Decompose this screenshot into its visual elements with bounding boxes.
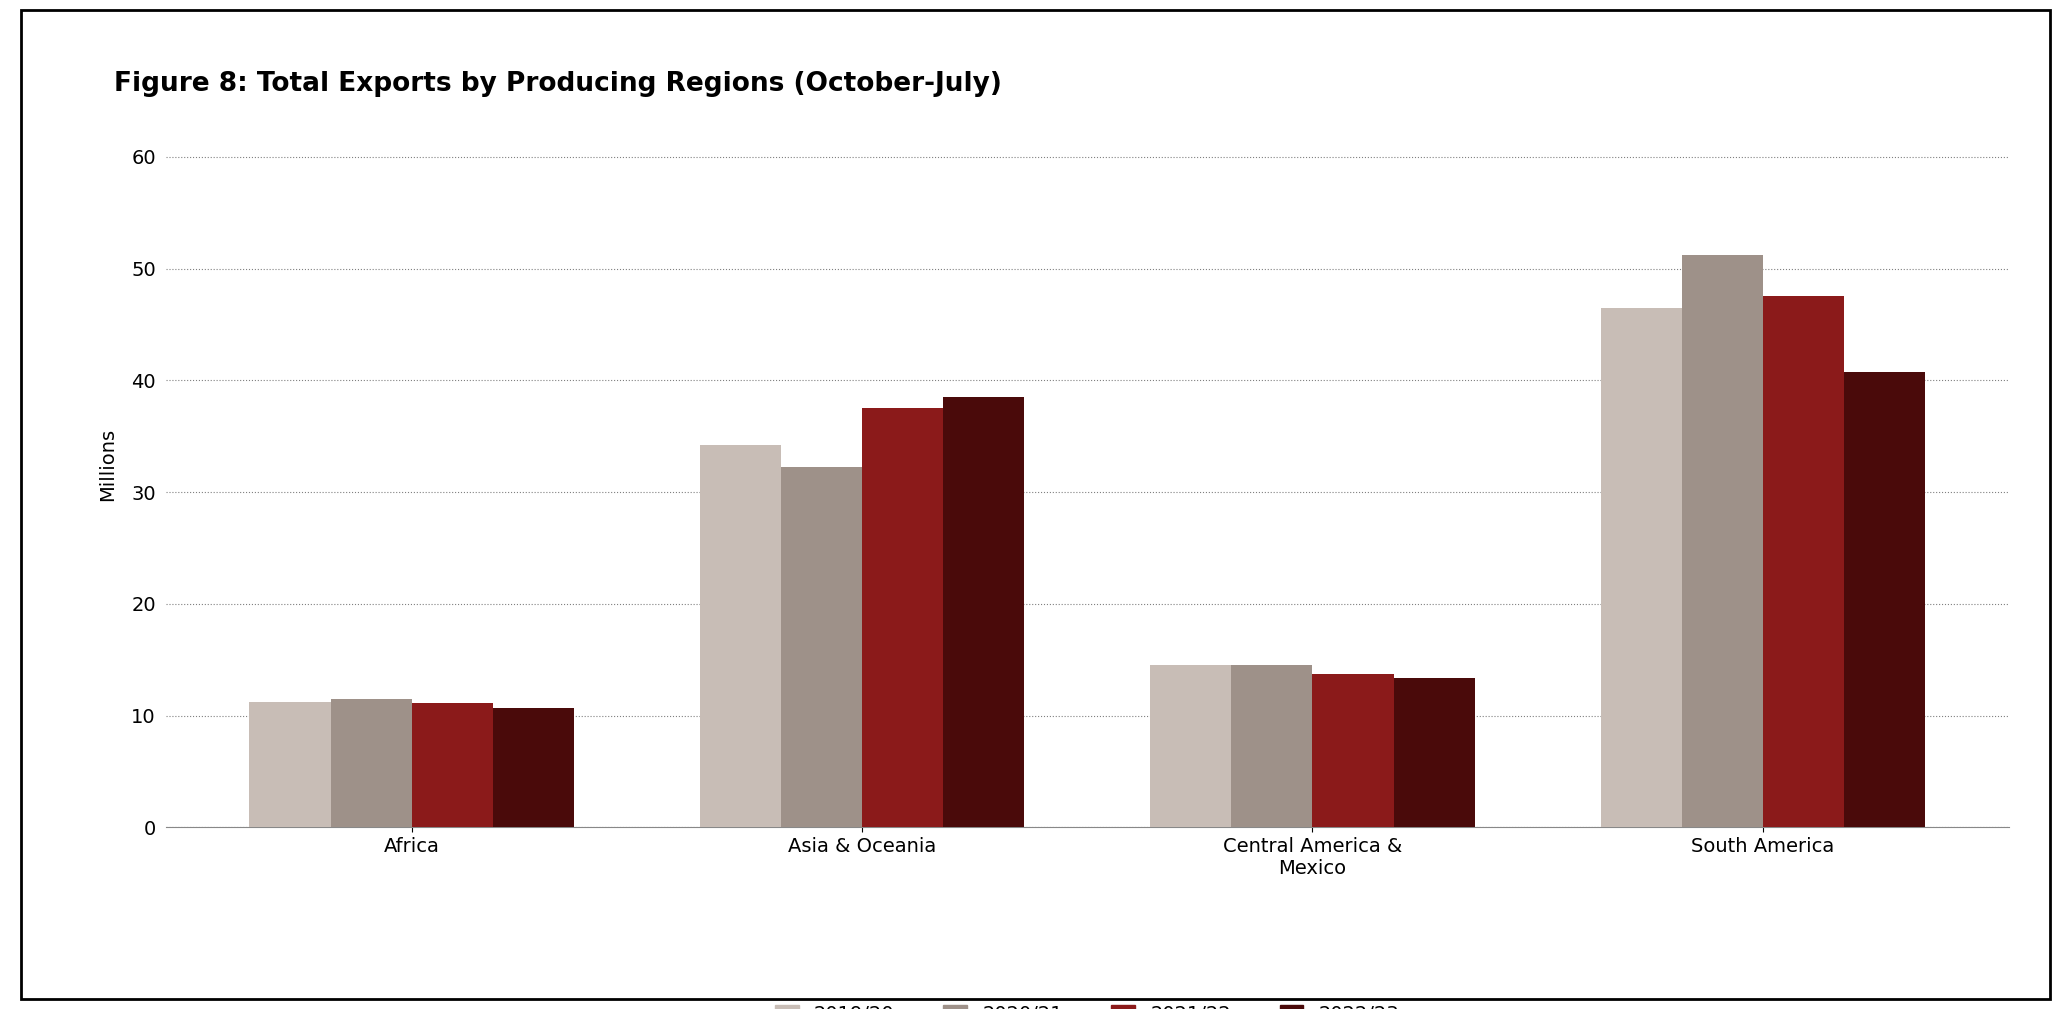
Bar bbox=[1682, 255, 1762, 827]
Legend: 2019/20, 2020/21, 2021/22, 2022/23: 2019/20, 2020/21, 2021/22, 2022/23 bbox=[768, 997, 1406, 1009]
Bar bbox=[942, 398, 1025, 827]
Bar bbox=[1843, 372, 1926, 827]
Bar bbox=[1149, 665, 1232, 827]
Text: Figure 8: Total Exports by Producing Regions (October-July): Figure 8: Total Exports by Producing Reg… bbox=[114, 71, 1002, 97]
Bar bbox=[412, 703, 493, 827]
Bar bbox=[862, 409, 942, 827]
Bar bbox=[781, 467, 862, 827]
Bar bbox=[700, 445, 781, 827]
Y-axis label: Millions: Millions bbox=[97, 428, 118, 500]
Bar bbox=[1601, 308, 1682, 827]
Bar bbox=[249, 702, 331, 827]
Bar bbox=[1762, 297, 1843, 827]
Bar bbox=[331, 699, 412, 827]
Bar bbox=[1313, 674, 1394, 827]
Bar bbox=[1232, 665, 1313, 827]
Bar bbox=[493, 707, 574, 827]
Bar bbox=[1394, 678, 1475, 827]
